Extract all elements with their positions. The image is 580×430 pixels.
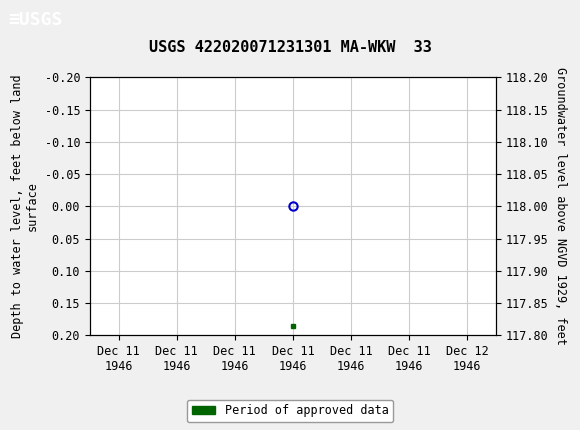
Text: ≡USGS: ≡USGS <box>9 11 63 29</box>
Y-axis label: Depth to water level, feet below land
surface: Depth to water level, feet below land su… <box>11 74 39 338</box>
Y-axis label: Groundwater level above NGVD 1929, feet: Groundwater level above NGVD 1929, feet <box>554 68 567 345</box>
Text: USGS 422020071231301 MA-WKW  33: USGS 422020071231301 MA-WKW 33 <box>148 40 432 55</box>
Legend: Period of approved data: Period of approved data <box>187 399 393 422</box>
